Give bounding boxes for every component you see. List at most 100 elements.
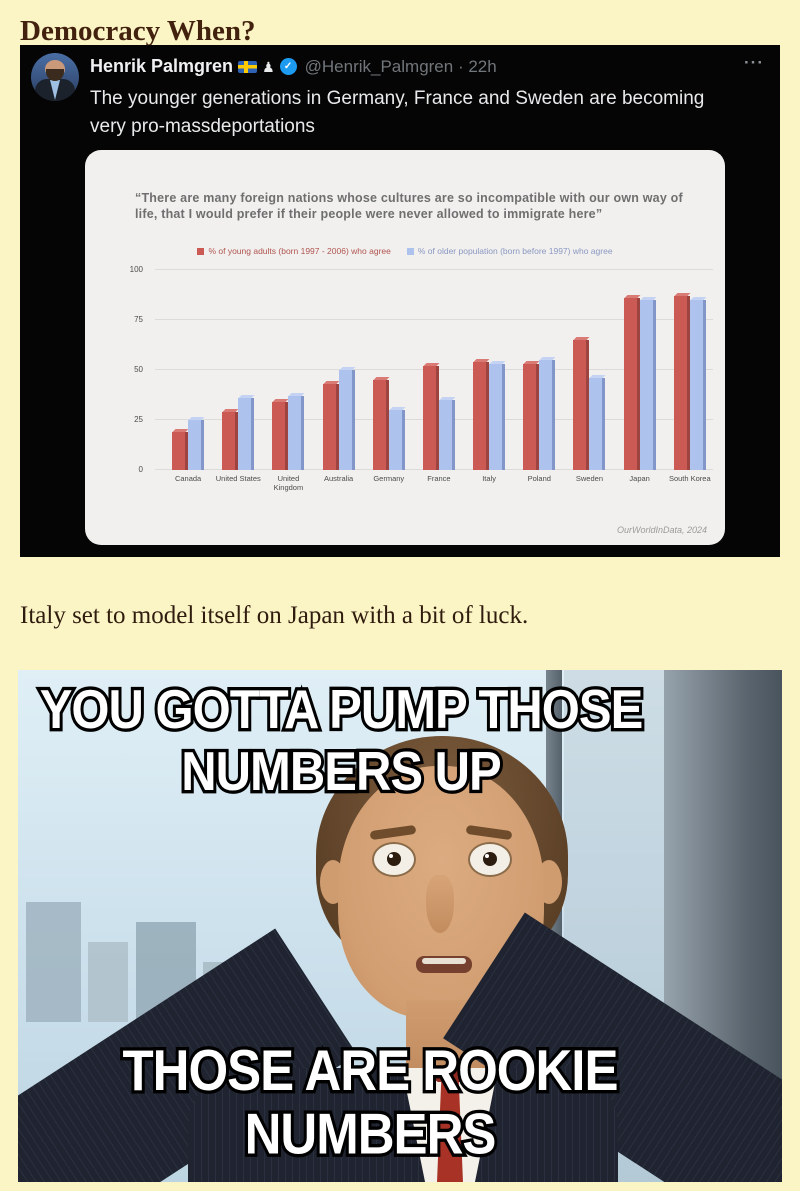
bar-young-adults (422, 363, 440, 470)
bar-top-cap (272, 399, 289, 402)
bar-older-population (338, 367, 356, 470)
chart-legend: % of young adults (born 1997 - 2006) who… (85, 246, 725, 256)
tweet-header: Henrik Palmgren ♟ ✓ @Henrik_Palmgren · 2… (90, 56, 497, 77)
legend-label: % of young adults (born 1997 - 2006) who… (208, 246, 391, 256)
display-name[interactable]: Henrik Palmgren (90, 56, 234, 76)
legend-swatch-icon (197, 247, 205, 255)
legend-label: % of older population (born before 1997)… (417, 246, 613, 256)
bar-top-cap (423, 363, 440, 366)
bar-top-cap (323, 381, 340, 384)
chart-bars: Canada United States United Kingdom Austral… (163, 270, 715, 496)
bar-older-population (489, 361, 506, 470)
bar-older-population (388, 407, 406, 470)
y-tick-label: 25 (134, 415, 143, 424)
bar-group: Japan (615, 270, 665, 496)
bar-young-adults (673, 293, 691, 470)
chart-title: “There are many foreign nations whose cu… (135, 191, 683, 222)
avatar-beard (46, 69, 64, 81)
bar-top-cap (573, 337, 590, 340)
figure-suit-torso (188, 1068, 618, 1182)
x-axis-label: Sweden (575, 474, 603, 483)
y-tick-label: 75 (134, 315, 143, 324)
bar-top-cap (640, 297, 657, 300)
x-axis-label: Canada (174, 474, 202, 483)
x-axis-label: Australia (324, 474, 354, 483)
meme-top-line-2: NUMBERS UP (178, 738, 504, 805)
bar-young-adults (573, 337, 590, 470)
x-axis-label: France (427, 474, 451, 483)
y-tick-label: 50 (134, 365, 143, 374)
bar-top-cap (339, 367, 356, 370)
figure-nose (426, 875, 454, 933)
bar-older-population (539, 357, 556, 470)
figure-eye (372, 842, 416, 877)
bar-top-cap (539, 357, 556, 360)
meme-bottom-line-1: THOSE ARE ROOKIE (120, 1035, 622, 1106)
bar-top-cap (439, 397, 456, 400)
bar-young-adults (623, 295, 641, 470)
post-caption: Italy set to model itself on Japan with … (20, 602, 529, 629)
meme-bottom-text: THOSE ARE ROOKIE NUMBERS (18, 1035, 722, 1170)
bar-group: Italy (464, 270, 514, 496)
swedish-flag-icon (238, 60, 258, 73)
x-axis-label: United Kingdom (273, 474, 304, 492)
x-axis-label: Italy (482, 474, 496, 483)
bar-group: Germany (364, 270, 414, 496)
bar-group: Poland (514, 270, 564, 496)
verified-badge-icon: ✓ (279, 58, 297, 75)
figure-pupil (483, 852, 497, 866)
bar-top-cap (389, 407, 406, 410)
bar-top-cap (188, 417, 205, 420)
bar-top-cap (288, 393, 305, 396)
page-title: Democracy When? (20, 15, 256, 48)
bar-top-cap (589, 375, 606, 378)
bar-older-population (589, 375, 606, 470)
x-axis-label: South Korea (668, 474, 711, 483)
bar-top-cap (172, 429, 189, 432)
x-axis-label: Germany (373, 474, 405, 483)
tweet-card: Henrik Palmgren ♟ ✓ @Henrik_Palmgren · 2… (20, 45, 780, 557)
bar-top-cap (373, 377, 390, 380)
bar-group: South Korea (665, 270, 715, 496)
bar-group: United States (213, 270, 263, 496)
x-axis-label: Poland (527, 474, 551, 483)
avatar-shirt (50, 80, 60, 100)
legend-item: % of older population (born before 1997)… (406, 246, 613, 256)
chart-attribution: OurWorldInData, 2024 (616, 525, 707, 535)
y-tick-label: 0 (138, 465, 143, 474)
handle-and-timestamp[interactable]: @Henrik_Palmgren · 22h (304, 56, 497, 76)
bar-young-adults (322, 381, 340, 470)
bar-older-population (188, 417, 205, 470)
bar-top-cap (473, 359, 490, 362)
figure-tie-knot (435, 1068, 465, 1082)
bar-top-cap (690, 297, 707, 300)
meme-image: YOU GOTTA PUMP THOSE NUMBERS UP THOSE AR… (18, 670, 782, 1182)
bar-young-adults (523, 361, 540, 470)
figure-mouth (416, 956, 472, 973)
figure-teeth (422, 958, 466, 964)
legend-item: % of young adults (born 1997 - 2006) who… (197, 246, 391, 256)
bar-older-population (238, 395, 255, 470)
bar-older-population (639, 297, 657, 470)
meme-top-text: YOU GOTTA PUMP THOSE NUMBERS UP (18, 677, 664, 806)
bar-group: United Kingdom (263, 270, 313, 496)
bar-top-cap (238, 395, 255, 398)
bar-top-cap (222, 409, 239, 412)
gridline (155, 269, 713, 270)
more-button[interactable]: ··· (744, 53, 764, 72)
bar-top-cap (624, 295, 641, 298)
bar-top-cap (674, 293, 691, 296)
chart-image: “There are many foreign nations whose cu… (85, 150, 725, 545)
meme-bottom-line-2: NUMBERS (242, 1099, 500, 1170)
bar-group: Canada (163, 270, 213, 496)
y-tick-label: 100 (129, 265, 143, 274)
meme-top-line-1: YOU GOTTA PUMP THOSE (37, 677, 647, 744)
bar-older-population (689, 297, 707, 470)
bar-young-adults (222, 409, 239, 470)
bar-young-adults (372, 377, 390, 470)
legend-swatch-icon (406, 247, 414, 255)
bar-top-cap (523, 361, 540, 364)
bar-young-adults (172, 429, 189, 470)
avatar[interactable] (31, 53, 79, 101)
bar-older-population (288, 393, 305, 470)
